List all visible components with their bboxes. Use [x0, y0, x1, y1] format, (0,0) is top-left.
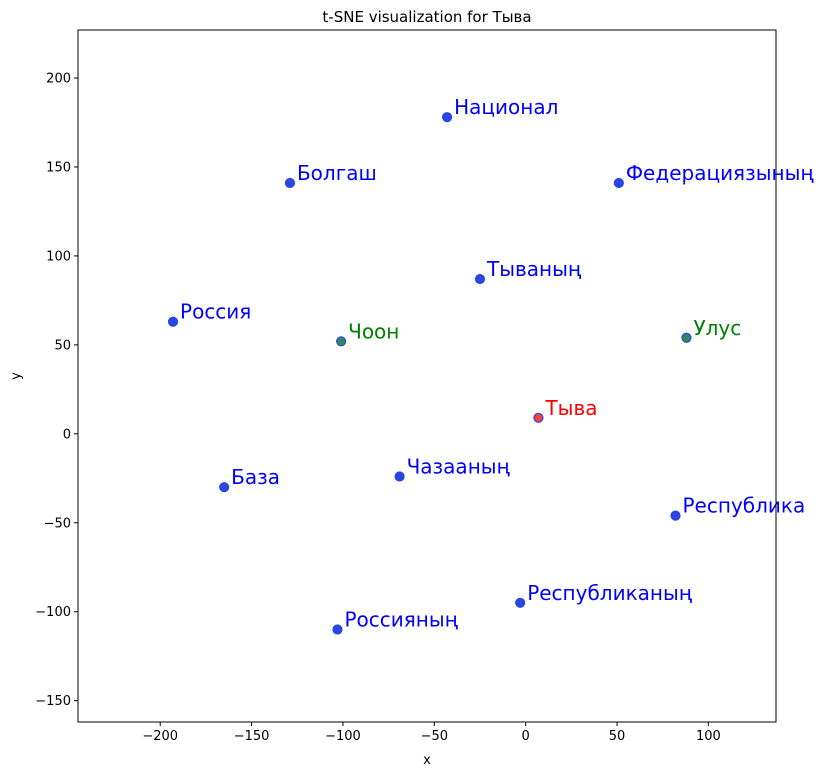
scatter-point — [167, 316, 179, 327]
x-axis-ticks: −200 −150 −100 −50 0 50 100 — [142, 722, 721, 744]
scatter-point — [394, 471, 405, 482]
x-tick-label: 50 — [609, 729, 626, 744]
scatter-point — [441, 112, 453, 123]
point-label: Россия — [180, 300, 251, 324]
point-label: Республиканың — [527, 581, 693, 605]
point-label: Республика — [683, 494, 806, 518]
x-axis-title: x — [423, 753, 431, 768]
point-label: База — [231, 465, 280, 489]
x-tick-label: −150 — [234, 729, 270, 744]
scatter-point — [336, 336, 347, 347]
scatter-point — [284, 177, 296, 189]
scatter-point — [681, 332, 692, 343]
plot-area-frame — [77, 29, 777, 723]
x-tick-label: 0 — [522, 729, 530, 744]
x-tick-label: −200 — [142, 729, 178, 744]
scatter-points — [167, 112, 692, 635]
x-tick-label: 100 — [696, 729, 721, 744]
y-tick-label: −100 — [35, 605, 71, 620]
point-label: Тыва — [544, 396, 597, 420]
scatter-point — [219, 482, 230, 493]
y-tick-label: 200 — [46, 72, 71, 87]
scatter-point — [332, 624, 343, 635]
point-label: Чоон — [348, 319, 399, 343]
scatter-point — [533, 412, 544, 423]
y-tick-label: 150 — [46, 160, 71, 175]
chart-title: t-SNE visualization for Тыва — [322, 8, 531, 26]
y-tick-label: −50 — [44, 516, 71, 531]
y-tick-label: −150 — [35, 694, 71, 709]
point-label: Россияның — [344, 607, 458, 631]
point-label: Чазааның — [407, 455, 511, 479]
y-tick-label: 50 — [54, 338, 71, 353]
point-label: Тываның — [486, 257, 582, 281]
scatter-point — [474, 273, 486, 285]
scatter-point — [670, 510, 681, 521]
point-labels: Национал Болгаш Федерациязының Тываның Росси… — [180, 95, 814, 631]
point-label: Улус — [693, 316, 741, 340]
y-axis-title: y — [9, 372, 24, 380]
scatter-point — [613, 177, 624, 189]
x-tick-label: −50 — [421, 729, 448, 744]
point-label: Национал — [454, 95, 558, 119]
y-tick-label: 100 — [46, 249, 71, 264]
point-label: Болгаш — [297, 161, 377, 185]
y-axis-ticks: −150 −100 −50 0 50 100 150 200 — [35, 72, 78, 709]
x-tick-label: −100 — [325, 729, 361, 744]
point-label: Федерациязының — [626, 161, 815, 185]
y-tick-label: 0 — [63, 427, 71, 442]
scatter-point — [515, 597, 526, 608]
